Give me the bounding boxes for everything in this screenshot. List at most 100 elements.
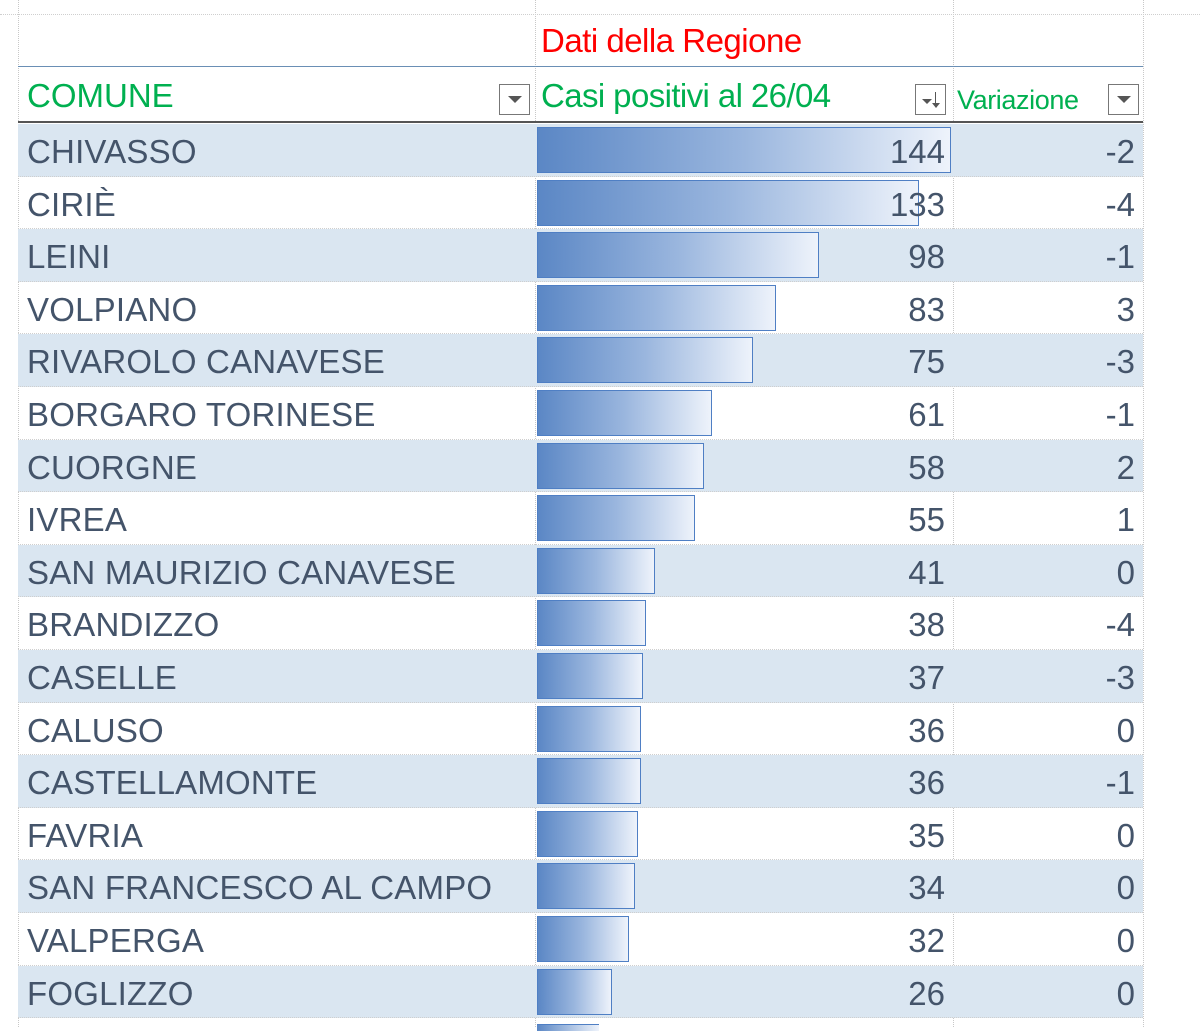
sort-descending-filter-icon[interactable]: [915, 84, 946, 115]
cell-casi-positivi: 133: [889, 185, 945, 223]
table-row: VOLPIANO 83 3: [18, 282, 1143, 335]
data-bar: [537, 600, 646, 647]
cell-comune: CASELLE: [27, 658, 177, 696]
cell-comune: SAN MAURIZIO CANAVESE: [27, 553, 456, 591]
cell-comune: SAN FRANCESCO AL CAMPO: [27, 869, 493, 907]
gridline: [0, 14, 1200, 15]
data-bar-partial: [537, 1024, 599, 1031]
cell-variazione: -1: [1105, 764, 1135, 802]
cell-comune: VOLPIANO: [27, 290, 198, 328]
table-row: BRANDIZZO 38 -4: [18, 597, 1143, 650]
gridline: [953, 0, 954, 1027]
cell-variazione: -4: [1105, 606, 1135, 644]
table-row: FAVRIA 35 0: [18, 808, 1143, 861]
cell-casi-positivi: 38: [908, 606, 945, 644]
cell-variazione: 0: [1116, 711, 1135, 749]
cell-variazione: -3: [1105, 343, 1135, 381]
data-bar: [537, 179, 919, 226]
cell-casi-positivi: 58: [908, 448, 945, 486]
data-bar: [537, 284, 776, 331]
cell-variazione: -1: [1105, 238, 1135, 276]
cell-casi-positivi: 36: [908, 711, 945, 749]
data-bar: [537, 127, 951, 173]
cell-variazione: -4: [1105, 185, 1135, 223]
gridline: [18, 0, 19, 1027]
data-bar: [537, 915, 629, 962]
data-bar: [537, 652, 643, 699]
cell-casi-positivi: 41: [908, 553, 945, 591]
cell-casi-positivi: 98: [908, 238, 945, 276]
data-bar: [537, 337, 753, 384]
data-bar: [537, 968, 612, 1015]
data-bar: [537, 232, 819, 279]
cell-casi-positivi: 36: [908, 764, 945, 802]
data-bar: [537, 495, 695, 542]
cell-casi-positivi: 55: [908, 501, 945, 539]
cell-comune: RIVAROLO CANAVESE: [27, 343, 385, 381]
cell-variazione: 1: [1116, 501, 1135, 539]
cell-comune: CALUSO: [27, 711, 164, 749]
data-bar: [537, 547, 655, 594]
table-row: CHIVASSO 144 -2: [18, 124, 1143, 177]
table-row: SAN FRANCESCO AL CAMPO 34 0: [18, 860, 1143, 913]
table-row: CALUSO 36 0: [18, 703, 1143, 756]
data-bar: [537, 389, 712, 436]
cell-casi-positivi: 75: [908, 343, 945, 381]
data-bar: [537, 442, 704, 489]
cell-variazione: -1: [1105, 395, 1135, 433]
cell-variazione: -3: [1105, 658, 1135, 696]
cell-comune: VALPERGA: [27, 921, 205, 959]
table-row: LEINI 98 -1: [18, 229, 1143, 282]
cell-casi-positivi: 144: [889, 133, 945, 170]
cell-casi-positivi: 32: [908, 921, 945, 959]
data-bar: [537, 810, 638, 857]
cell-variazione: 0: [1116, 553, 1135, 591]
cell-casi-positivi: 34: [908, 869, 945, 907]
cell-variazione: 0: [1116, 921, 1135, 959]
cell-comune: FAVRIA: [27, 816, 144, 854]
table-row: CIRIÈ 133 -4: [18, 177, 1143, 230]
table-body: CHIVASSO 144 -2 CIRIÈ 133 -4 LEINI 98 -1 VOLPIANO…: [18, 124, 1143, 1019]
cell-comune: CUORGNE: [27, 448, 198, 486]
cell-comune: CASTELLAMONTE: [27, 764, 318, 802]
cell-comune: BORGARO TORINESE: [27, 395, 376, 433]
cell-casi-positivi: 26: [908, 974, 945, 1012]
table-header-row: COMUNE Casi positivi al 26/04 Variazione: [18, 66, 1143, 123]
cell-casi-positivi: 83: [908, 290, 945, 328]
table-row: FOGLIZZO 26 0: [18, 965, 1143, 1019]
cell-casi-positivi: 37: [908, 658, 945, 696]
cell-comune: CHIVASSO: [27, 133, 197, 170]
data-bar: [537, 705, 641, 752]
column-header-comune: COMUNE: [27, 77, 174, 114]
table-row: IVREA 55 1: [18, 492, 1143, 545]
table-row: SAN MAURIZIO CANAVESE 41 0: [18, 544, 1143, 598]
filter-dropdown-icon[interactable]: [1108, 84, 1139, 115]
cell-comune: LEINI: [27, 238, 111, 276]
data-bar: [537, 758, 641, 805]
cell-comune: IVREA: [27, 501, 128, 539]
column-header-casi-positivi: Casi positivi al 26/04: [541, 77, 831, 114]
table-row: RIVAROLO CANAVESE 75 -3: [18, 334, 1143, 387]
cell-variazione: 2: [1116, 448, 1135, 486]
cell-comune: BRANDIZZO: [27, 606, 220, 644]
column-header-variazione: Variazione: [957, 85, 1079, 115]
gridline: [1143, 0, 1144, 1027]
table-title: Dati della Regione: [541, 22, 802, 59]
cell-variazione: 0: [1116, 974, 1135, 1012]
cell-casi-positivi: 61: [908, 395, 945, 433]
gridline: [535, 0, 536, 1027]
cell-variazione: 0: [1116, 816, 1135, 854]
table-row: CASTELLAMONTE 36 -1: [18, 755, 1143, 808]
cell-casi-positivi: 35: [908, 816, 945, 854]
cell-variazione: 3: [1116, 290, 1135, 328]
table-row: CUORGNE 58 2: [18, 439, 1143, 493]
filter-dropdown-icon[interactable]: [499, 84, 530, 115]
cell-variazione: 0: [1116, 869, 1135, 907]
table-row: CASELLE 37 -3: [18, 649, 1143, 703]
table-row: BORGARO TORINESE 61 -1: [18, 387, 1143, 440]
data-bar: [537, 863, 635, 910]
table-row: VALPERGA 32 0: [18, 913, 1143, 966]
cell-comune: FOGLIZZO: [27, 974, 194, 1012]
cell-comune: CIRIÈ: [27, 185, 117, 223]
